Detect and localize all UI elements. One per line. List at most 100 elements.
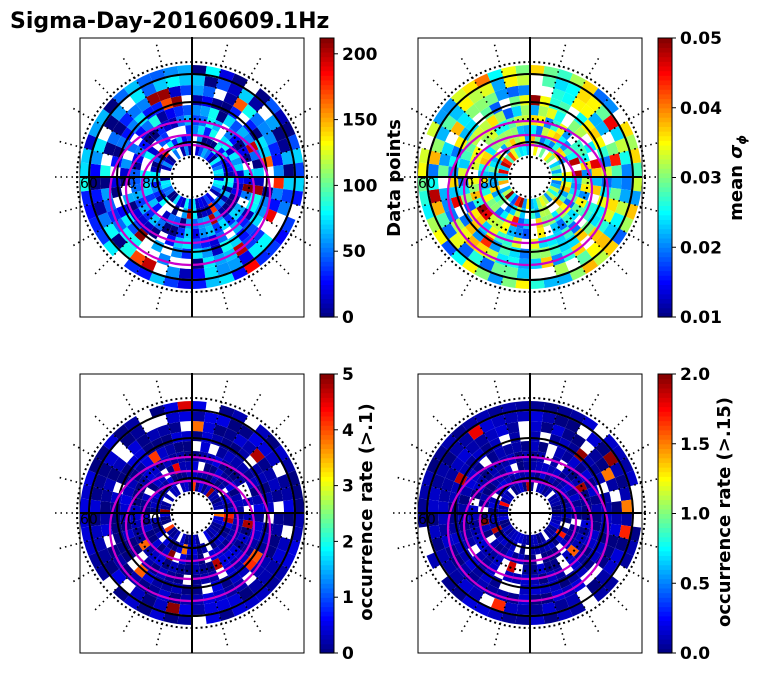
heatmap-bin <box>549 521 560 529</box>
colorbar-step <box>320 611 334 617</box>
heatmap-bin <box>614 137 629 154</box>
heatmap-bin <box>107 131 121 146</box>
heatmap-bin <box>555 529 567 539</box>
colorbar-step <box>320 564 334 570</box>
colorbar-step <box>320 140 334 146</box>
heatmap-bin <box>481 529 494 539</box>
contour-line <box>478 143 578 227</box>
heatmap-bin <box>213 172 224 177</box>
heatmap-bin <box>197 146 205 157</box>
heatmap-bin <box>169 528 179 539</box>
heatmap-bin <box>618 552 634 569</box>
heatmap-bin <box>450 249 468 266</box>
heatmap-bin <box>458 213 473 227</box>
heatmap-bin <box>517 197 525 208</box>
heatmap-bin <box>227 418 243 434</box>
heatmap-bin <box>272 564 289 582</box>
contour-line <box>124 469 256 581</box>
heatmap-bin <box>223 92 238 106</box>
colorbar-step <box>658 149 672 155</box>
heatmap-bin <box>520 105 530 116</box>
heatmap-bin <box>467 585 484 602</box>
heatmap-bin <box>517 594 530 605</box>
colorbar-step <box>658 56 672 62</box>
heatmap-bin <box>433 108 450 126</box>
heatmap-bin <box>618 216 634 233</box>
colorbar-label: Data points <box>384 119 405 237</box>
heatmap-bin <box>209 188 220 197</box>
heatmap-bin <box>550 518 561 526</box>
heatmap-bin <box>240 153 252 164</box>
heatmap-bin <box>441 450 458 467</box>
heatmap-bin <box>441 239 458 257</box>
colorbar-step <box>320 560 334 566</box>
heatmap-bin <box>535 482 543 493</box>
heatmap-bin <box>227 256 243 272</box>
heatmap-bin <box>209 524 220 533</box>
heatmap-bin <box>486 114 499 128</box>
colorbar-step <box>658 233 672 239</box>
heatmap-bin <box>143 193 156 203</box>
heatmap-bin <box>557 525 569 534</box>
colorbar-tick-label: 200 <box>342 45 378 65</box>
heatmap-bin <box>513 227 524 239</box>
heatmap-bin <box>143 529 156 539</box>
heatmap-bin <box>551 131 562 144</box>
heatmap-bin <box>217 193 229 203</box>
colorbar-step <box>320 270 334 276</box>
heatmap-bin <box>488 476 501 488</box>
heatmap-bin <box>553 446 566 460</box>
heatmap-bin <box>178 75 192 86</box>
heatmap-bin <box>538 105 549 118</box>
heatmap-bin <box>200 441 211 454</box>
heatmap-bin <box>426 121 442 138</box>
heatmap-bin <box>568 493 581 503</box>
heatmap-bin <box>573 227 588 243</box>
heatmap-bin <box>103 559 120 576</box>
heatmap-bin <box>242 220 258 235</box>
heatmap-bin <box>610 228 627 246</box>
colorbar-step <box>658 177 672 183</box>
heatmap-bin <box>571 475 584 487</box>
heatmap-bin <box>573 563 588 579</box>
heatmap-bin <box>120 127 135 141</box>
heatmap-bin <box>129 585 146 602</box>
colorbar-step <box>658 242 672 248</box>
heatmap-bin <box>151 521 163 530</box>
heatmap-bin <box>503 265 518 279</box>
colorbar-step <box>320 256 334 262</box>
heatmap-bin <box>618 486 632 501</box>
heatmap-bin <box>561 450 574 464</box>
heatmap-bin <box>169 192 179 203</box>
heatmap-bin <box>441 433 458 451</box>
colorbar-step <box>658 224 672 230</box>
colorbar-tick-label: 0.02 <box>680 238 722 258</box>
heatmap-bin <box>142 441 156 456</box>
heatmap-bin <box>470 526 482 537</box>
heatmap-bin <box>553 110 566 124</box>
colorbar-step <box>320 247 334 253</box>
heatmap-bin <box>536 563 547 575</box>
heatmap-bin <box>551 179 562 186</box>
heatmap-bin <box>132 526 144 537</box>
heatmap-bin <box>530 248 541 259</box>
heatmap-bin <box>441 114 458 131</box>
heatmap-bin <box>200 136 209 148</box>
heatmap-bin <box>123 257 141 274</box>
heatmap-bin <box>235 227 250 243</box>
heatmap-bin <box>148 213 161 227</box>
heatmap-bin <box>521 145 528 156</box>
colorbar-label: mean σϕ <box>726 135 749 221</box>
colorbar-step <box>658 420 672 426</box>
colorbar-step <box>658 163 672 169</box>
colorbar: 0 50 100 150 200 <box>319 37 378 328</box>
heatmap-bin <box>280 552 296 569</box>
heatmap-bin <box>142 133 156 146</box>
heatmap-bin <box>235 563 250 579</box>
heatmap-bin <box>271 126 287 142</box>
heatmap-bin <box>90 189 104 204</box>
colorbar-step <box>658 527 672 533</box>
heatmap-bin <box>520 441 530 452</box>
colorbar-step <box>320 298 334 304</box>
heatmap-bin <box>249 149 262 161</box>
